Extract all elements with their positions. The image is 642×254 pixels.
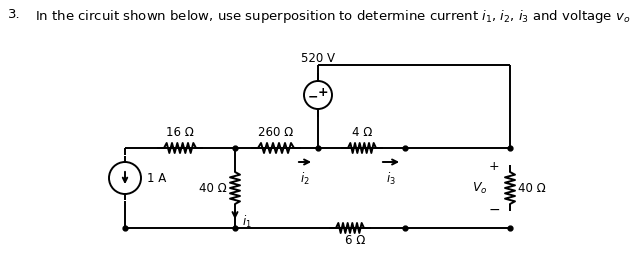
Text: 520 V: 520 V — [301, 52, 335, 65]
Text: $i_1$: $i_1$ — [242, 214, 252, 230]
Text: 16 Ω: 16 Ω — [166, 125, 194, 138]
Text: +: + — [318, 87, 328, 100]
Text: In the circuit shown below, use superposition to determine current $i_1$, $i_2$,: In the circuit shown below, use superpos… — [35, 8, 630, 25]
Text: +: + — [489, 160, 499, 172]
Text: $V_o$: $V_o$ — [473, 180, 488, 196]
Text: $i_3$: $i_3$ — [386, 171, 396, 187]
Text: −: − — [308, 90, 318, 103]
Text: 3.: 3. — [8, 8, 21, 21]
Text: 260 Ω: 260 Ω — [258, 125, 293, 138]
Text: 1 A: 1 A — [147, 171, 166, 184]
Text: 40 Ω: 40 Ω — [518, 182, 546, 195]
Text: $i_2$: $i_2$ — [300, 171, 310, 187]
Text: 4 Ω: 4 Ω — [352, 125, 372, 138]
Text: 40 Ω: 40 Ω — [199, 182, 227, 195]
Text: −: − — [488, 203, 500, 217]
Text: 6 Ω: 6 Ω — [345, 234, 365, 247]
